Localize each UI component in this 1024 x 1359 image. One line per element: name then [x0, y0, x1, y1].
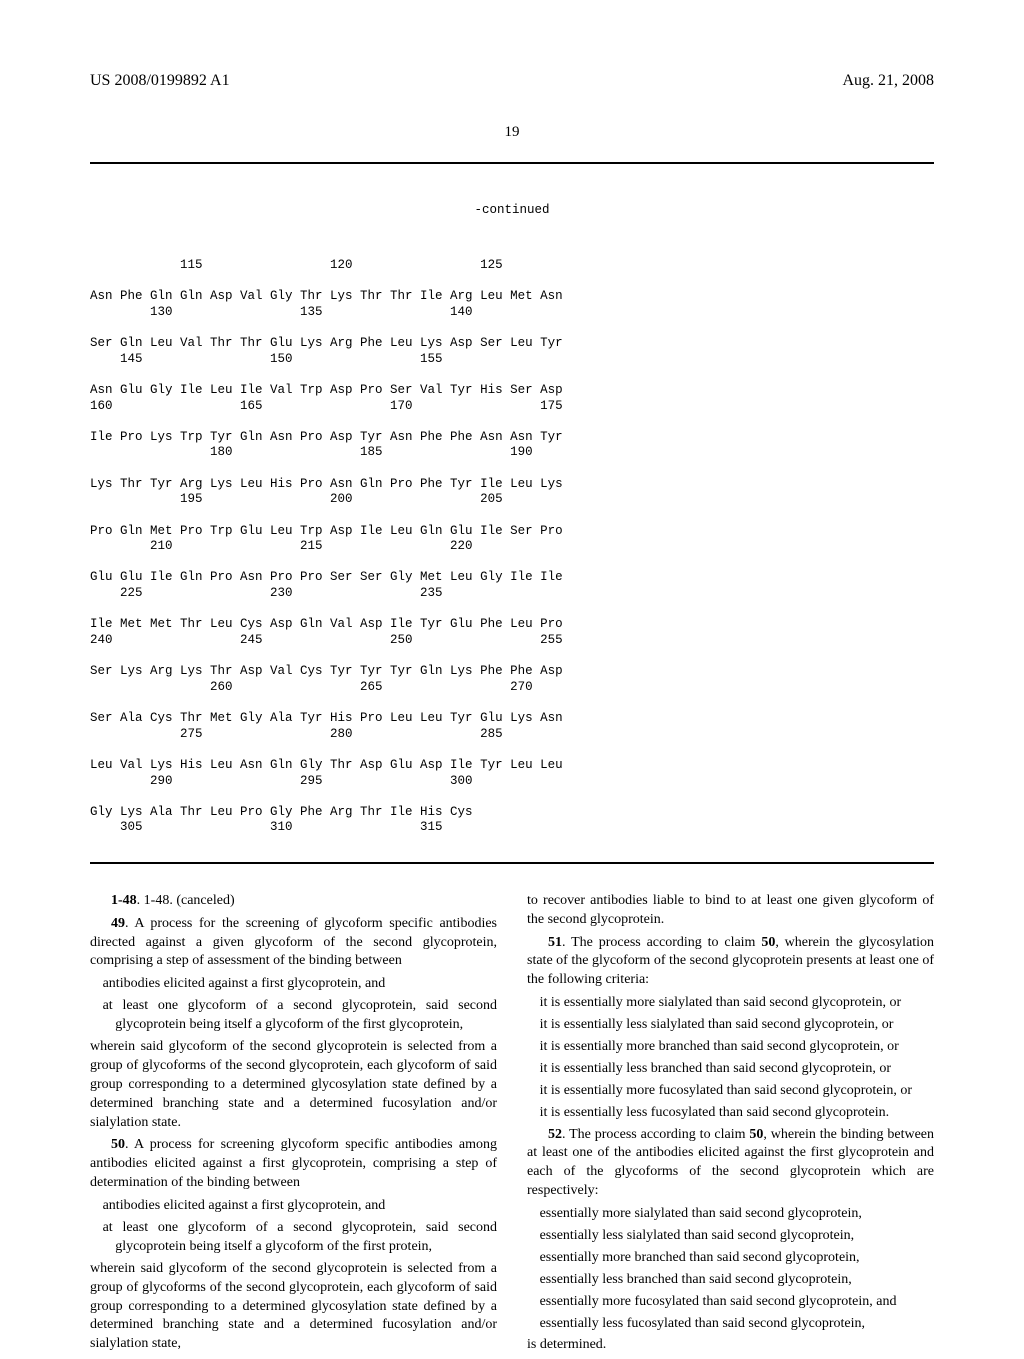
- claim-50-tail2: to recover antibodies liable to bind to …: [527, 892, 934, 930]
- claim-52-sub-b: essentially less sialylated than said se…: [552, 1227, 934, 1246]
- claim-50-text: A process for screening glycoform specif…: [90, 1137, 497, 1190]
- page-header: US 2008/0199892 A1 Aug. 21, 2008: [90, 70, 934, 92]
- publication-number: US 2008/0199892 A1: [90, 70, 230, 92]
- publication-date: Aug. 21, 2008: [842, 70, 934, 92]
- claim-52-sub-a: essentially more sialylated than said se…: [552, 1205, 934, 1224]
- claim-51-sub-d: it is essentially less branched than sai…: [552, 1060, 934, 1079]
- claim-51-sub-a: it is essentially more sialylated than s…: [552, 994, 934, 1013]
- claim-49-sub-a: antibodies elicited against a first glyc…: [115, 975, 497, 994]
- claim-52-sub-f: essentially less fucosylated than said s…: [552, 1315, 934, 1334]
- claims-section: 1-48. 1-48. (canceled) 49. A process for…: [90, 892, 934, 1359]
- claim-49-text: A process for the screening of glycoform…: [90, 916, 497, 969]
- claim-52-sub-e: essentially more fucosylated than said s…: [552, 1293, 934, 1312]
- claim-50-sub-a: antibodies elicited against a first glyc…: [115, 1197, 497, 1216]
- claim-51-text: The process according to claim 50, where…: [527, 935, 934, 988]
- claim-52-sub-c: essentially more branched than said seco…: [552, 1249, 934, 1268]
- page-number: 19: [90, 122, 934, 142]
- claim-51-sub-f: it is essentially less fucosylated than …: [552, 1104, 934, 1123]
- claim-49: 49. A process for the screening of glyco…: [90, 915, 497, 972]
- claim-50: 50. A process for screening glycoform sp…: [90, 1136, 497, 1193]
- claim-52-sub-d: essentially less branched than said seco…: [552, 1271, 934, 1290]
- claim-52: 52. The process according to claim 50, w…: [527, 1126, 934, 1202]
- claim-52-tail: is determined.: [527, 1336, 934, 1355]
- claim-51-sub-b: it is essentially less sialylated than s…: [552, 1016, 934, 1035]
- claim-52-text: The process according to claim 50, where…: [527, 1127, 934, 1199]
- claim-51-sub-c: it is essentially more branched than sai…: [552, 1038, 934, 1057]
- claim-51: 51. The process according to claim 50, w…: [527, 934, 934, 991]
- sequence-listing: -continued 115 120 125 Asn Phe Gln Gln A…: [90, 162, 934, 864]
- claim-50-sub-b: at least one glycoform of a second glyco…: [115, 1219, 497, 1257]
- claim-49-sub-b: at least one glycoform of a second glyco…: [115, 997, 497, 1035]
- claim-49-tail: wherein said glycoform of the second gly…: [90, 1038, 497, 1132]
- claim-50-tail1: wherein said glycoform of the second gly…: [90, 1260, 497, 1354]
- continued-label: -continued: [90, 203, 934, 219]
- claim-1-48: 1-48. 1-48. (canceled): [90, 892, 497, 911]
- claim-51-sub-e: it is essentially more fucosylated than …: [552, 1082, 934, 1101]
- sequence-block: 115 120 125 Asn Phe Gln Gln Asp Val Gly …: [90, 258, 934, 836]
